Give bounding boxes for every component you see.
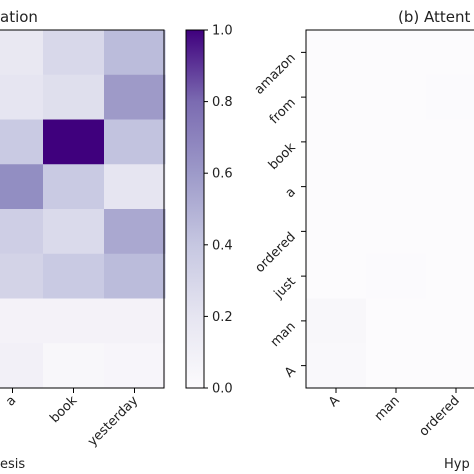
right-heatmap-cell xyxy=(366,119,427,165)
left-heatmap-cell xyxy=(0,30,44,76)
left-heatmap-frame xyxy=(0,29,165,389)
right-heatmap-cells xyxy=(306,30,474,389)
left-heatmap-cell xyxy=(104,298,166,344)
left-heatmap-cell xyxy=(0,74,44,120)
right-x-tick-label: ordered xyxy=(416,393,462,439)
right-y-tick-label: ordered xyxy=(252,230,298,276)
right-heatmap-cell xyxy=(426,164,474,210)
right-heatmap-cell xyxy=(426,119,474,165)
left-heatmap-cell xyxy=(0,298,44,344)
left-heatmap-cell xyxy=(0,343,44,389)
right-heatmap-cell xyxy=(366,209,427,255)
left-heatmap-cell xyxy=(104,30,166,76)
right-heatmap-cell xyxy=(426,298,474,344)
left-x-axis-label: esis xyxy=(0,457,25,472)
left-heatmap-cell xyxy=(43,209,105,255)
left-heatmap-cell xyxy=(104,343,166,389)
colorbar-tick-label: 0.8 xyxy=(212,95,233,110)
left-heatmap-cell xyxy=(43,164,105,210)
right-x-tick-label: man xyxy=(372,393,403,424)
right-heatmap-cell xyxy=(306,164,367,210)
right-y-tick-label: just xyxy=(271,274,299,302)
right-heatmap-cell xyxy=(426,253,474,299)
right-heatmap-cell xyxy=(306,74,367,120)
left-heatmap-cell xyxy=(0,209,44,255)
left-heatmap-cell xyxy=(104,164,166,210)
right-heatmap-cell xyxy=(306,298,367,344)
colorbar-tick-label: 0.6 xyxy=(212,167,233,182)
right-heatmap-cell xyxy=(366,253,427,299)
left-x-tick-label: yesterday xyxy=(85,393,141,449)
left-heatmap-cell xyxy=(43,30,105,76)
colorbar-tick-label: 1.0 xyxy=(212,24,233,39)
left-x-tick-label: a xyxy=(3,393,19,409)
left-x-tick-label: book xyxy=(47,393,80,426)
right-y-tick-label: amazon xyxy=(252,51,299,98)
right-y-tick-label: man xyxy=(268,319,299,350)
left-heatmap-cell xyxy=(43,119,105,165)
right-y-tick-label: A xyxy=(282,364,299,381)
right-heatmap-cell xyxy=(306,253,367,299)
right-heatmap-cell xyxy=(426,30,474,76)
right-x-axis-label: Hyp xyxy=(444,457,470,472)
left-heatmap-cell xyxy=(43,298,105,344)
right-heatmap-cell xyxy=(366,30,427,76)
right-heatmap-cell xyxy=(366,164,427,210)
right-y-tick-label: from xyxy=(267,95,299,127)
colorbar-tick-label: 0.2 xyxy=(212,310,233,325)
colorbar xyxy=(185,29,205,389)
right-heatmap-cell xyxy=(366,298,427,344)
right-heatmap-cell xyxy=(426,74,474,120)
left-heatmap-cells xyxy=(0,30,166,389)
right-heatmap-cell xyxy=(306,119,367,165)
right-heatmap-cell xyxy=(306,209,367,255)
right-heatmap-cell xyxy=(366,74,427,120)
right-y-tick-label: book xyxy=(266,140,299,173)
colorbar-ticks: 0.0 0.2 0.4 0.6 0.8 1.0 xyxy=(204,24,233,397)
left-heatmap-cell xyxy=(43,74,105,120)
left-panel-title: ation xyxy=(0,8,38,26)
left-heatmap-cell xyxy=(43,253,105,299)
right-heatmap-cell xyxy=(426,209,474,255)
right-panel-title: (b) Attent xyxy=(398,8,470,26)
colorbar-tick-label: 0.0 xyxy=(212,382,233,397)
left-heatmap-cell xyxy=(104,74,166,120)
right-heatmap-frame xyxy=(305,29,474,389)
right-heatmap-cell xyxy=(306,30,367,76)
left-heatmap-cell xyxy=(0,164,44,210)
left-heatmap-cell xyxy=(104,209,166,255)
right-heatmap-cell xyxy=(306,343,367,389)
right-y-tick-label: a xyxy=(283,185,299,201)
left-heatmap-cell xyxy=(104,253,166,299)
left-heatmap-cell xyxy=(43,343,105,389)
right-x-tick-label: A xyxy=(326,393,343,410)
colorbar-tick-label: 0.4 xyxy=(212,238,233,253)
right-heatmap-cell xyxy=(426,343,474,389)
left-heatmap-cell xyxy=(0,119,44,165)
left-x-ticks: a book yesterday xyxy=(3,388,142,450)
left-heatmap-cell xyxy=(0,253,44,299)
left-heatmap-cell xyxy=(104,119,166,165)
right-heatmap-cell xyxy=(366,343,427,389)
